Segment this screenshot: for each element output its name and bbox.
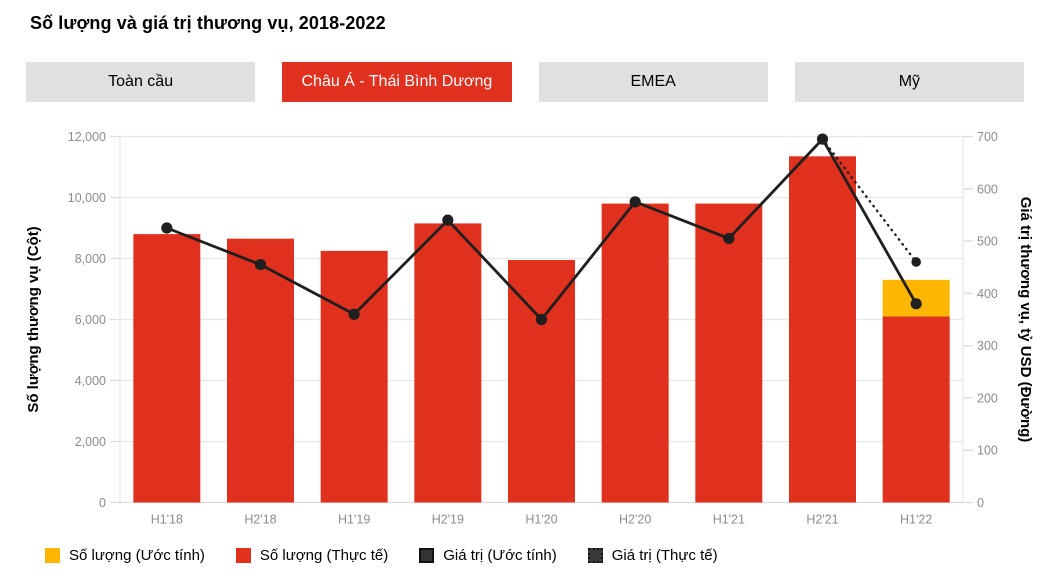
svg-text:H2'20: H2'20 [619, 513, 651, 527]
dark-dotted-square-icon [587, 548, 603, 563]
legend-item-volume-actual[interactable]: Số lượng (Thực tế) [235, 547, 389, 564]
svg-text:10,000: 10,000 [68, 191, 106, 205]
svg-text:H1'20: H1'20 [525, 513, 557, 527]
svg-text:Số lượng thương vụ (Cột): Số lượng thương vụ (Cột) [25, 226, 42, 412]
dark-square-icon [419, 548, 435, 563]
page-title: Số lượng và giá trị thương vụ, 2018-2022 [30, 13, 386, 33]
svg-text:500: 500 [977, 235, 998, 249]
legend-item-value-estimate[interactable]: Giá trị (Ước tính) [419, 547, 557, 564]
svg-text:H1'22: H1'22 [900, 513, 932, 527]
svg-text:100: 100 [977, 444, 998, 458]
region-tabs: Toàn cầu Châu Á - Thái Bình Dương EMEA M… [26, 62, 1024, 102]
svg-text:H1'18: H1'18 [151, 513, 183, 527]
tab-emea[interactable]: EMEA [538, 62, 768, 102]
svg-text:600: 600 [977, 182, 998, 196]
svg-text:H1'21: H1'21 [713, 513, 745, 527]
svg-text:0: 0 [99, 496, 106, 510]
legend-label: Giá trị (Ước tính) [443, 547, 557, 564]
svg-text:8,000: 8,000 [75, 252, 106, 266]
legend-label: Số lượng (Thực tế) [259, 547, 389, 564]
svg-text:H2'19: H2'19 [432, 513, 464, 527]
chart-canvas: 0 2,000 4,000 6,000 8,000 10,000 12,000 0 100 200… [25, 130, 1034, 527]
legend-item-volume-estimate[interactable]: Số lượng (Ước tính) [45, 547, 205, 564]
svg-text:6,000: 6,000 [75, 313, 106, 327]
svg-text:H2'18: H2'18 [244, 513, 276, 527]
svg-text:H1'19: H1'19 [338, 513, 370, 527]
svg-text:400: 400 [977, 287, 998, 301]
red-square-icon [235, 548, 251, 563]
legend-label: Giá trị (Thực tế) [611, 547, 718, 564]
svg-text:12,000: 12,000 [68, 130, 106, 144]
svg-text:H2'21: H2'21 [806, 513, 838, 527]
tab-asia-pacific[interactable]: Châu Á - Thái Bình Dương [282, 62, 512, 102]
svg-text:Giá trị thương vụ, tỷ USD (Đườ: Giá trị thương vụ, tỷ USD (Đường) [1017, 197, 1034, 443]
svg-text:200: 200 [977, 391, 998, 405]
tab-americas[interactable]: Mỹ [794, 62, 1024, 102]
svg-text:0: 0 [977, 496, 984, 510]
orange-square-icon [45, 548, 60, 563]
svg-text:2,000: 2,000 [75, 435, 106, 449]
chart-legend: Số lượng (Ước tính) Số lượng (Thực tế) G… [45, 547, 718, 564]
tab-global[interactable]: Toàn cầu [26, 62, 256, 102]
svg-text:700: 700 [977, 130, 998, 144]
legend-label: Số lượng (Ước tính) [69, 547, 205, 564]
svg-text:300: 300 [977, 339, 998, 353]
svg-text:4,000: 4,000 [75, 374, 106, 388]
legend-item-value-actual[interactable]: Giá trị (Thực tế) [587, 547, 718, 564]
combo-chart: 0 2,000 4,000 6,000 8,000 10,000 12,000 0 100 200… [0, 108, 1050, 540]
